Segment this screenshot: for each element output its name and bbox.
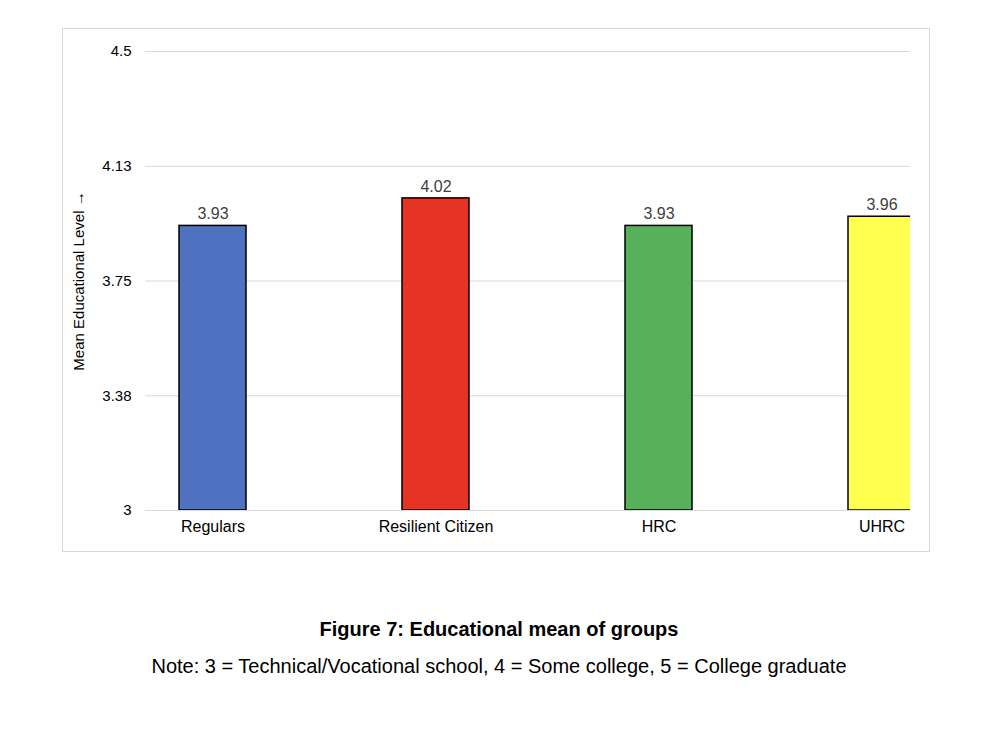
svg-text:Regulars: Regulars xyxy=(181,518,245,535)
svg-text:4.02: 4.02 xyxy=(420,178,451,195)
svg-text:4.13: 4.13 xyxy=(102,157,131,174)
svg-text:3.38: 3.38 xyxy=(102,387,131,404)
svg-text:4.5: 4.5 xyxy=(111,42,132,59)
svg-text:Resilient Citizen: Resilient Citizen xyxy=(379,518,494,535)
svg-text:3.96: 3.96 xyxy=(866,196,897,213)
svg-text:UHRC: UHRC xyxy=(859,518,905,535)
svg-text:3: 3 xyxy=(123,501,131,518)
svg-text:HRC: HRC xyxy=(642,518,677,535)
svg-text:Mean Educational Level →: Mean Educational Level → xyxy=(70,191,87,370)
svg-text:3.93: 3.93 xyxy=(197,205,228,222)
html-text:Figure 7: Educational mean of: Figure 7: Educational mean of groups xyxy=(319,618,679,640)
html-text:Note: 3 = Technical/Vocational: Note: 3 = Technical/Vocational school, 4… xyxy=(151,655,847,677)
svg-text:3.93: 3.93 xyxy=(643,205,674,222)
svg-text:3.75: 3.75 xyxy=(102,272,131,289)
